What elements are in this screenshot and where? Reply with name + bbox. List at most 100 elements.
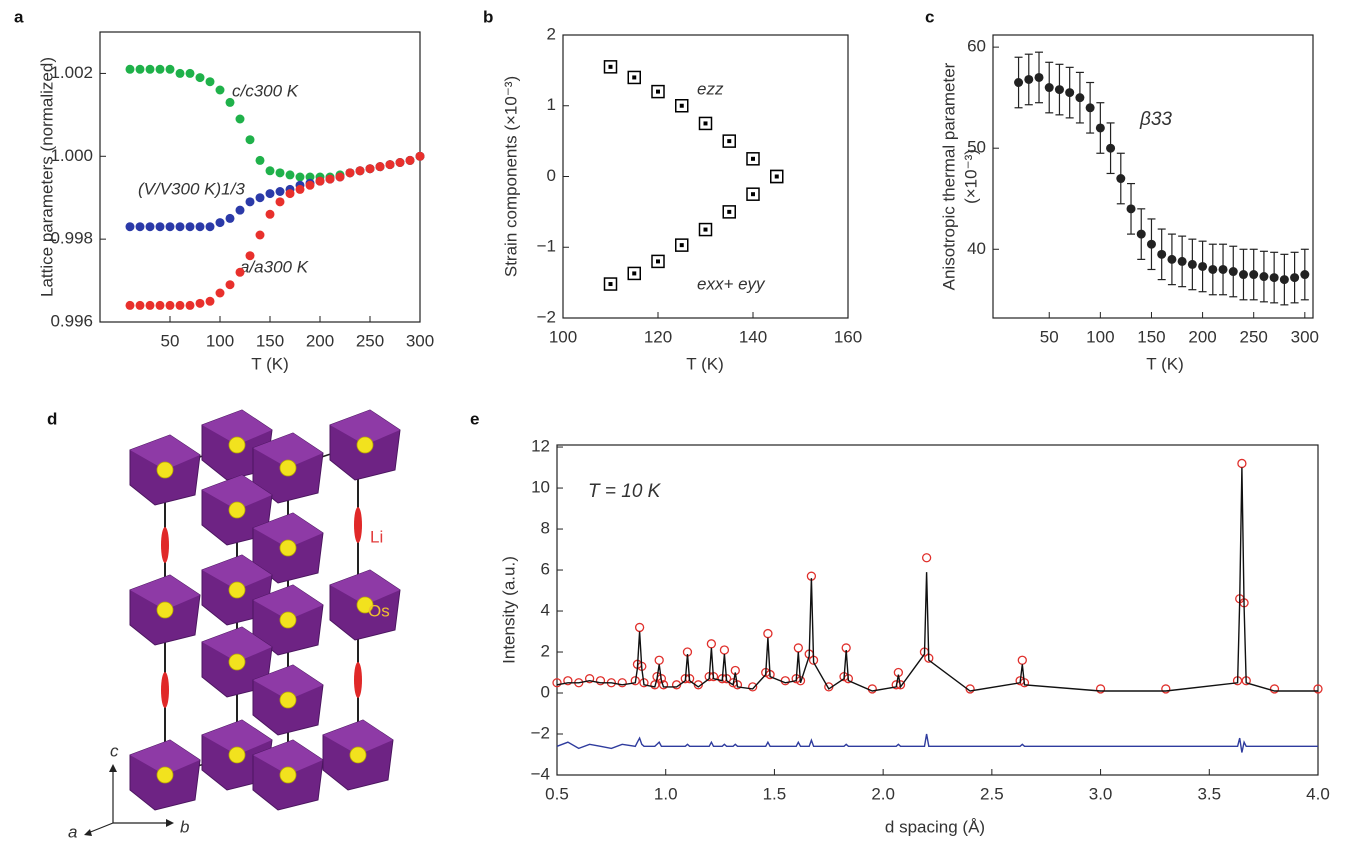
point <box>325 174 335 184</box>
x-tick-label: 3.0 <box>1089 784 1113 803</box>
point <box>1017 655 1027 665</box>
os-face <box>253 585 323 620</box>
point <box>651 84 665 99</box>
x-tick-label: 50 <box>161 331 180 350</box>
point <box>584 674 595 684</box>
point <box>235 205 245 215</box>
y-tick-label: 6 <box>541 560 550 579</box>
point <box>255 155 265 165</box>
point <box>1014 78 1024 88</box>
x-tick-label: 1.0 <box>654 784 678 803</box>
point <box>1259 272 1269 282</box>
x-tick-label: 250 <box>1240 327 1268 346</box>
os-face <box>323 720 393 755</box>
axis-label: a <box>68 822 77 841</box>
point <box>185 222 195 232</box>
point <box>275 187 285 196</box>
y-tick-label: 0.996 <box>50 311 93 330</box>
point <box>245 251 255 261</box>
marker-dot <box>703 121 708 126</box>
point <box>175 300 185 310</box>
point <box>135 222 145 232</box>
point <box>1208 264 1218 274</box>
os-atom <box>279 611 297 629</box>
point <box>1024 74 1034 84</box>
point <box>245 197 255 207</box>
y-tick-label: 60 <box>967 37 986 56</box>
os-atom <box>279 766 297 784</box>
point <box>205 222 215 232</box>
point <box>235 114 245 124</box>
point <box>255 230 265 240</box>
point <box>1187 259 1197 269</box>
point <box>125 64 135 74</box>
point <box>1269 273 1279 283</box>
li-atom <box>161 527 169 563</box>
point <box>155 222 165 232</box>
line <box>556 467 1318 692</box>
point <box>1095 123 1105 133</box>
point <box>1157 249 1167 259</box>
os-face <box>253 433 323 468</box>
os-atom <box>228 436 246 454</box>
y-tick-label: 40 <box>967 239 986 258</box>
y-axis-label: Anisotropic thermal parameter <box>939 62 958 290</box>
panel-label: b <box>483 7 493 26</box>
point <box>627 70 641 85</box>
x-tick-label: 2.0 <box>871 784 895 803</box>
marker-dot <box>656 89 660 94</box>
y-tick-label: 1.000 <box>50 146 93 165</box>
crystal-structure <box>129 409 401 811</box>
os-atom <box>279 459 297 477</box>
y-tick-label: −4 <box>531 764 550 783</box>
marker-dot <box>679 243 684 248</box>
os-atom <box>156 601 174 619</box>
series-label: c/c300 K <box>232 81 299 100</box>
y-tick-label: 1 <box>547 95 556 114</box>
plot-frame <box>99 31 421 323</box>
os-atom <box>156 461 174 479</box>
y-axis-label: Strain components (×10⁻³) <box>501 76 520 277</box>
point <box>215 288 225 298</box>
x-tick-label: 100 <box>1086 327 1114 346</box>
point <box>1116 174 1126 184</box>
point <box>1161 684 1171 694</box>
point <box>965 684 975 694</box>
point <box>405 155 415 165</box>
point <box>763 628 773 639</box>
point <box>1146 239 1156 249</box>
x-tick-label: 300 <box>1291 327 1319 346</box>
point <box>603 60 618 74</box>
point <box>1054 85 1064 95</box>
point <box>1290 273 1300 283</box>
point <box>215 218 225 228</box>
point <box>1126 204 1136 214</box>
point <box>275 168 285 178</box>
y-tick-label: 0 <box>541 682 550 701</box>
series-label: (V/V300 K)1/3 <box>138 179 245 198</box>
line <box>556 733 1318 753</box>
panel-label: c <box>925 7 934 26</box>
y-axis-label: Lattice parameters (normalized) <box>37 57 56 297</box>
x-tick-label: 100 <box>549 327 577 346</box>
marker-dot <box>632 75 637 80</box>
marker-dot <box>774 174 779 179</box>
point <box>630 676 640 686</box>
os-face <box>202 720 272 755</box>
y-tick-label: −2 <box>531 723 550 742</box>
y-tick-label: 1.002 <box>50 63 93 82</box>
point <box>145 222 155 232</box>
point <box>185 300 195 310</box>
point <box>295 184 305 194</box>
point <box>595 676 606 686</box>
point <box>225 213 235 223</box>
point <box>235 267 245 277</box>
os-atom <box>279 539 297 557</box>
y-tick-label: 12 <box>531 437 550 456</box>
os-atom <box>156 766 174 784</box>
panel-label: a <box>14 7 24 26</box>
os-face <box>202 475 272 510</box>
marker-dot <box>727 139 732 144</box>
point <box>135 300 145 310</box>
marker-dot <box>608 64 613 69</box>
